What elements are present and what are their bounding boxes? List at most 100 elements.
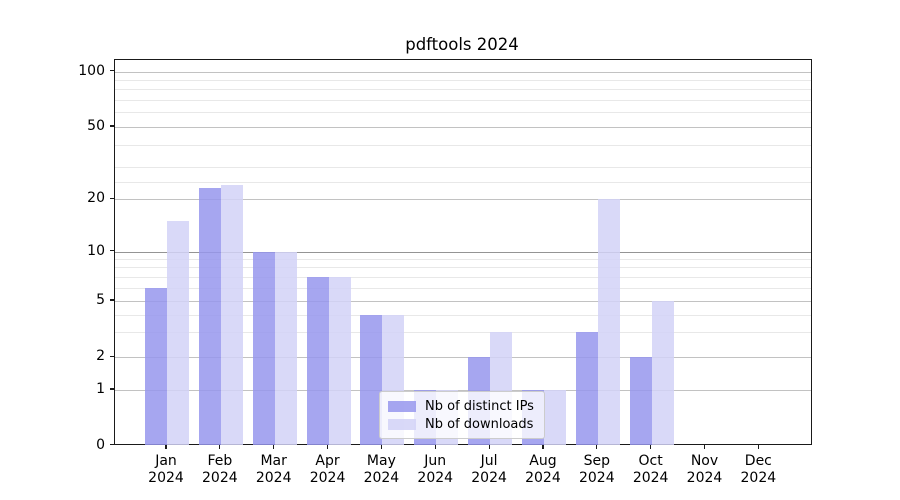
x-tick-label: Sep 2024 (579, 453, 615, 486)
legend-label: Nb of downloads (425, 416, 534, 432)
bar-ips-may (360, 314, 383, 445)
x-tick-year: 2024 (309, 469, 346, 486)
x-tick-label: Jan 2024 (148, 453, 184, 486)
x-tick-label: Feb 2024 (202, 453, 238, 486)
x-tick-label: Jun 2024 (417, 453, 453, 486)
bar-downloads-aug (543, 390, 566, 445)
y-tick-label: 50 (87, 118, 105, 134)
minor-gridline (114, 259, 811, 261)
minor-gridline (114, 276, 811, 278)
legend-swatch (388, 400, 416, 412)
x-tick-month: Nov (690, 453, 719, 469)
bar-ips-feb (198, 188, 221, 445)
major-gridline (114, 127, 811, 128)
bar-downloads-sep (597, 199, 620, 445)
x-tick-label: Jul 2024 (471, 453, 507, 486)
x-tick-mark (596, 445, 598, 449)
y-tick-mark (109, 299, 114, 301)
bar-ips-oct (629, 357, 652, 445)
x-tick-mark (650, 445, 652, 449)
x-tick-year: 2024 (471, 469, 507, 486)
bar-downloads-apr (328, 276, 351, 445)
x-tick-mark (326, 445, 329, 449)
x-tick-mark (380, 445, 382, 449)
x-tick-label: Aug 2024 (525, 453, 561, 486)
legend: Nb of distinct IPs Nb of downloads (379, 391, 545, 439)
x-tick-month: Feb (207, 453, 233, 469)
minor-gridline (114, 181, 811, 183)
legend-item: Nb of downloads (388, 417, 536, 432)
chart-title: pdftools 2024 (405, 35, 519, 54)
x-tick-mark (542, 445, 544, 449)
x-tick-year: 2024 (202, 469, 238, 486)
x-tick-year: 2024 (148, 469, 184, 486)
x-tick-label: May 2024 (364, 453, 400, 486)
x-tick-label: Apr 2024 (310, 453, 346, 486)
x-tick-label: Mar 2024 (256, 453, 292, 486)
minor-gridline (114, 79, 811, 81)
y-tick-mark (109, 444, 114, 446)
x-tick-month: Oct (638, 453, 663, 469)
y-tick-mark (109, 197, 114, 199)
y-tick-label: 2 (96, 348, 105, 365)
x-tick-month: Apr (315, 453, 340, 469)
y-tick-label: 20 (87, 190, 105, 207)
y-tick-label: 0 (96, 436, 105, 453)
x-tick-label: Nov 2024 (687, 453, 723, 486)
minor-gridline (114, 332, 811, 334)
major-gridline (114, 71, 811, 73)
y-tick-mark (109, 249, 114, 252)
x-tick-month: Sep (583, 453, 610, 469)
y-tick-label: 10 (87, 242, 105, 259)
x-tick-year: 2024 (632, 469, 669, 486)
x-tick-mark (434, 445, 436, 449)
x-tick-year: 2024 (525, 469, 561, 486)
x-tick-month: Dec (744, 453, 772, 469)
bar-downloads-jan (167, 220, 189, 445)
y-tick-mark (109, 355, 114, 357)
major-gridline (114, 357, 811, 359)
major-gridline (114, 301, 811, 302)
bar-downloads-oct (651, 301, 674, 445)
legend-swatch (388, 418, 416, 430)
plot-area: Nb of distinct IPs Nb of downloads (113, 59, 812, 445)
minor-gridline (114, 267, 811, 269)
bar-downloads-feb (220, 184, 243, 445)
y-tick-mark (109, 69, 114, 72)
x-tick-year: 2024 (686, 469, 723, 486)
x-tick-month: Jun (424, 453, 447, 469)
minor-gridline (114, 89, 811, 91)
minor-gridline (114, 167, 811, 169)
y-tick-label: 1 (96, 381, 105, 397)
x-tick-mark (703, 445, 706, 449)
bar-ips-jan (145, 287, 167, 445)
x-tick-year: 2024 (255, 469, 292, 486)
x-tick-label: Oct 2024 (633, 453, 669, 486)
legend-item: Nb of distinct IPs (388, 399, 536, 414)
legend-label: Nb of distinct IPs (425, 398, 534, 414)
x-tick-mark (757, 445, 759, 449)
minor-gridline (114, 287, 811, 289)
x-tick-month: May (366, 453, 396, 469)
y-tick-mark (109, 388, 114, 390)
x-tick-year: 2024 (417, 469, 454, 486)
major-gridline (114, 390, 811, 391)
minor-gridline (114, 112, 811, 114)
minor-gridline (114, 100, 811, 102)
bar-ips-apr (306, 276, 329, 445)
x-tick-month: Mar (260, 453, 287, 469)
x-tick-mark (273, 445, 275, 449)
minor-gridline (114, 314, 811, 316)
y-tick-label: 5 (96, 292, 105, 308)
x-tick-year: 2024 (363, 469, 400, 486)
x-tick-label: Dec 2024 (741, 453, 777, 486)
x-tick-mark (488, 445, 490, 449)
bar-ips-mar (252, 251, 275, 445)
bar-ips-sep (575, 332, 598, 445)
minor-gridline (114, 144, 811, 146)
major-gridline (114, 199, 811, 201)
x-tick-year: 2024 (740, 469, 777, 486)
y-tick-label: 100 (78, 62, 105, 79)
bar-downloads-mar (274, 251, 297, 445)
